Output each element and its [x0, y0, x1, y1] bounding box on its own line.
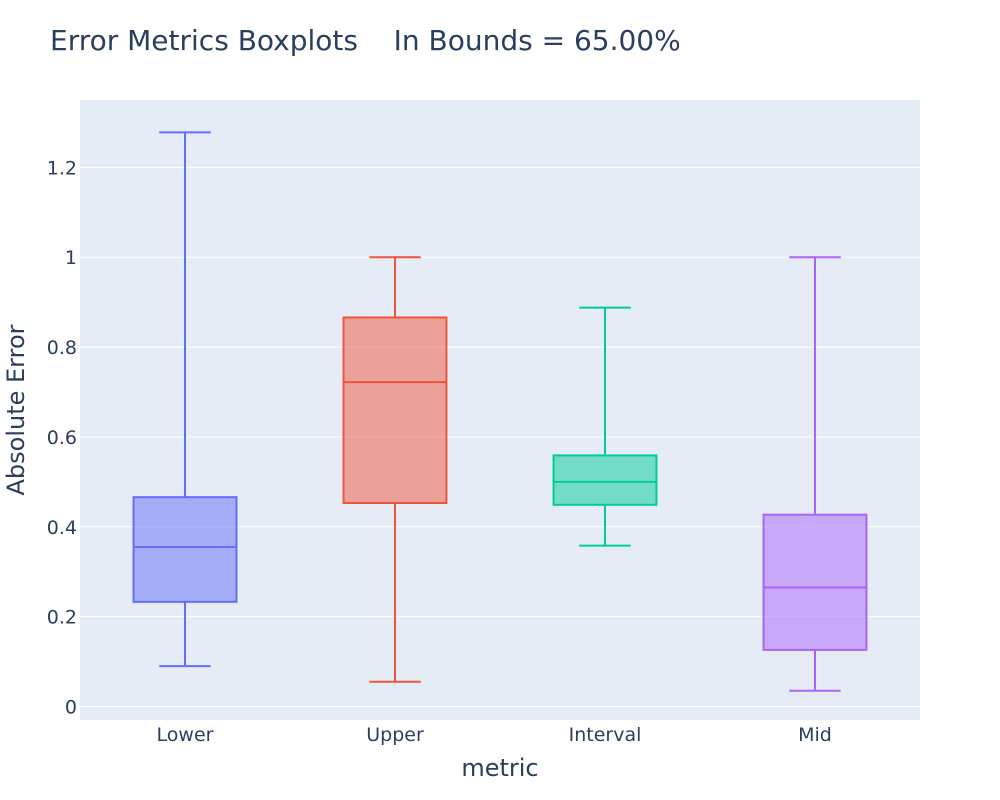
y-tick-label: 1: [65, 247, 77, 269]
box-lower[interactable]: [132, 131, 238, 668]
y-tick-label: 0.6: [47, 427, 77, 449]
chart-title: Error Metrics Boxplots In Bounds = 65.00…: [50, 24, 681, 57]
x-tick-label: Upper: [366, 724, 424, 746]
x-tick-label: Interval: [569, 724, 642, 746]
iqr-box: [132, 496, 238, 603]
y-tick-label: 0.8: [47, 337, 77, 359]
x-axis-title: metric: [461, 754, 538, 782]
iqr-box: [762, 513, 868, 651]
y-tick-label: 0: [65, 697, 77, 719]
box-mid[interactable]: [762, 256, 868, 692]
y-axis-title: Absolute Error: [2, 324, 30, 495]
box-series: [132, 131, 868, 692]
y-tick-label: 1.2: [47, 157, 77, 179]
y-tick-label: 0.4: [47, 517, 77, 539]
iqr-box: [342, 316, 448, 504]
iqr-box: [552, 454, 658, 506]
x-tick-label: Mid: [798, 724, 832, 746]
y-axis-ticks: 0 0.2 0.4 0.6 0.8 1 1.2: [47, 157, 77, 718]
x-tick-label: Lower: [157, 724, 214, 746]
box-upper[interactable]: [342, 256, 448, 683]
y-tick-label: 0.2: [47, 607, 77, 629]
x-axis-ticks: Lower Upper Interval Mid: [157, 724, 832, 746]
box-interval[interactable]: [552, 306, 658, 547]
